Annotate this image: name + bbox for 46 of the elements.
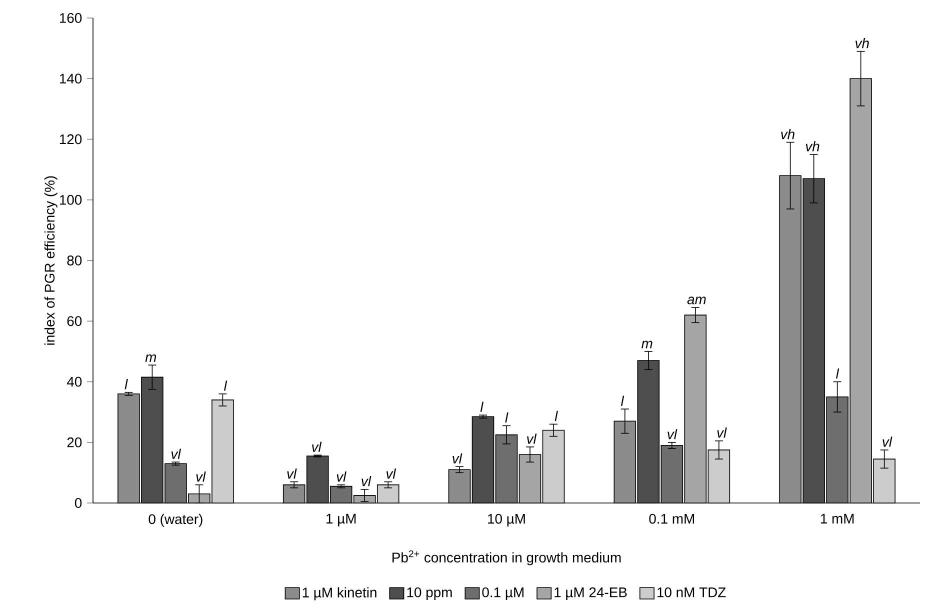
y-tick-label: 100 <box>60 194 82 205</box>
data-label: vl <box>527 434 537 444</box>
y-tick-label: 0 <box>74 498 82 508</box>
data-label: vl <box>882 436 892 447</box>
data-label: vh <box>856 38 869 48</box>
data-label: vl <box>717 428 727 438</box>
data-label: vl <box>171 448 182 459</box>
legend-label: 1 µM kinetin <box>302 587 376 600</box>
data-label: l <box>124 379 128 390</box>
data-label: vh <box>806 141 820 152</box>
data-label: vl <box>336 472 346 482</box>
y-tick-label: 120 <box>60 134 82 144</box>
y-tick-label: 20 <box>67 437 82 448</box>
data-label: vl <box>668 429 678 440</box>
data-label: vl <box>452 453 462 464</box>
x-tick-label: 10 µM <box>488 514 525 526</box>
data-label: vl <box>287 468 297 479</box>
data-label: l <box>505 412 508 423</box>
y-tick-label: 60 <box>67 316 82 326</box>
data-label: vh <box>781 128 794 140</box>
x-tick-label: 1 mM <box>820 514 854 524</box>
data-label: am <box>687 296 706 304</box>
data-label: m <box>145 354 156 362</box>
data-label: vl <box>362 476 372 486</box>
y-tick-label: 140 <box>60 74 82 84</box>
legend-label: 0.1 µM <box>482 587 524 600</box>
data-label: vl <box>312 442 322 452</box>
data-label: vl <box>386 468 396 479</box>
data-label: l <box>554 410 558 421</box>
x-axis-title: Pb$^{2+}$ concentration in growth medium <box>392 550 621 566</box>
y-tick-label: 80 <box>67 256 82 266</box>
y-axis-title: index of PGR efficiency (%) <box>44 176 58 345</box>
x-tick-label: 0.1 mM <box>649 514 694 524</box>
legend-label: 10 nM TDZ <box>658 587 726 598</box>
x-tick-label: 0 (water) <box>148 514 202 527</box>
x-tick-label: 1 µM <box>326 514 356 526</box>
y-tick-label: 160 <box>60 13 82 23</box>
legend-label: 1 µM 24-EB <box>554 587 627 600</box>
data-label: l <box>224 380 228 391</box>
legend-label: 10 ppm <box>407 587 452 600</box>
data-label: l <box>480 402 484 412</box>
data-label: m <box>642 340 652 348</box>
data-label: l <box>836 368 840 379</box>
data-label: l <box>620 396 624 406</box>
data-label: vl <box>196 472 206 482</box>
y-tick-label: 40 <box>66 376 82 387</box>
